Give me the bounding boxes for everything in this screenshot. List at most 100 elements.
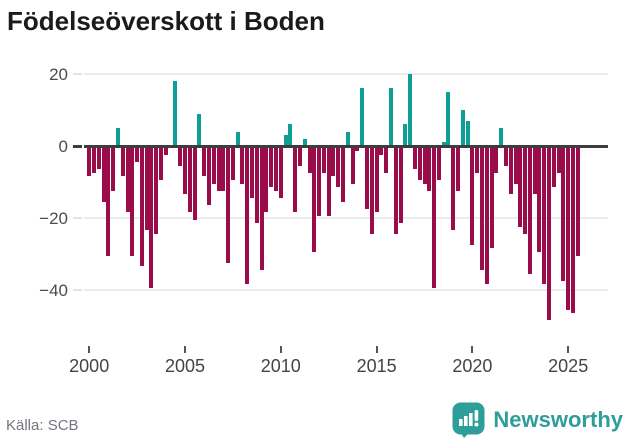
bar-2021Q4 (503, 147, 508, 166)
bar-2002Q4 (139, 147, 144, 267)
bar-2001Q4 (120, 147, 125, 177)
bar-2021Q3 (499, 128, 504, 146)
bar-2020Q1 (470, 147, 475, 245)
bar-2000Q3 (96, 147, 101, 170)
bar-2000Q4 (101, 147, 106, 202)
bar-2019Q1 (451, 147, 456, 231)
y-tick-mark (73, 217, 82, 219)
bar-2015Q4 (388, 88, 393, 146)
bar-2017Q2 (417, 147, 422, 180)
bar-2021Q1 (489, 147, 494, 249)
bar-2006Q2 (206, 147, 211, 206)
bar-2020Q3 (479, 147, 484, 270)
bar-2025Q1 (566, 147, 571, 310)
bar-2015Q3 (384, 147, 389, 173)
bar-2018Q3 (441, 142, 446, 146)
bar-2009Q2 (264, 147, 269, 213)
bar-2016Q1 (393, 147, 398, 234)
y-tick-mark (73, 145, 82, 148)
bar-2003Q3 (154, 147, 159, 234)
bar-2017Q4 (427, 147, 432, 191)
bar-2018Q2 (436, 147, 441, 180)
bar-2014Q4 (369, 147, 374, 234)
bar-2004Q1 (163, 147, 168, 155)
bar-2005Q4 (197, 113, 202, 146)
newsworthy-wordmark: Newsworthy (493, 407, 623, 432)
source-label: Källa: SCB (6, 417, 79, 434)
x-axis-label-2020: 2020 (452, 356, 493, 376)
bar-2015Q2 (379, 147, 384, 155)
x-tick-mark-2000 (88, 346, 91, 353)
gridline-y-40 (84, 289, 608, 291)
bar-2003Q2 (149, 147, 154, 288)
bar-2024Q1 (547, 147, 552, 321)
bar-2017Q1 (412, 147, 417, 170)
bar-2019Q3 (460, 110, 465, 146)
bar-2020Q4 (484, 147, 489, 285)
x-tick-mark-2005 (184, 346, 186, 353)
bar-2013Q2 (341, 147, 346, 202)
bar-2000Q1 (87, 147, 92, 177)
y-axis-label: −40 (39, 281, 68, 300)
x-axis-label-2005: 2005 (164, 356, 206, 376)
bar-2005Q1 (183, 147, 187, 195)
bar-2005Q3 (192, 147, 197, 220)
x-axis-label-2015: 2015 (356, 356, 397, 376)
x-axis-label-2025: 2025 (548, 356, 589, 376)
bar-2012Q4 (331, 147, 336, 177)
bar-2007Q1 (221, 147, 226, 191)
bar-2011Q3 (307, 147, 312, 173)
bar-2016Q4 (408, 74, 413, 146)
bar-2010Q2 (283, 135, 288, 146)
bar-2011Q2 (302, 138, 307, 146)
bar-2025Q2 (570, 147, 575, 314)
y-tick-mark (73, 289, 82, 291)
bar-2014Q1 (355, 147, 360, 152)
bar-2011Q4 (312, 147, 317, 252)
gridline-y20 (84, 73, 608, 75)
bar-2019Q2 (456, 147, 461, 191)
bar-2013Q4 (350, 147, 355, 184)
bar-2001Q2 (111, 147, 116, 191)
bar-2009Q1 (259, 147, 264, 270)
bar-2001Q1 (106, 147, 111, 256)
bar-2003Q4 (159, 147, 164, 180)
bar-2002Q3 (135, 147, 140, 162)
bar-2022Q1 (508, 147, 513, 195)
y-tick-mark (73, 73, 82, 75)
bar-2007Q3 (230, 147, 235, 180)
bar-2009Q4 (274, 147, 278, 191)
bar-2023Q2 (532, 147, 537, 195)
bar-2024Q3 (556, 147, 561, 173)
bar-2022Q2 (513, 147, 518, 184)
bar-2025Q3 (575, 147, 580, 256)
bar-2020Q2 (475, 147, 480, 173)
bar-2012Q3 (326, 147, 331, 216)
x-axis-zero-line (84, 145, 608, 148)
bar-2016Q2 (398, 147, 403, 224)
bar-2011Q1 (297, 147, 302, 166)
bar-2018Q1 (432, 147, 437, 288)
x-tick-mark-2015 (375, 346, 378, 353)
bar-2024Q4 (561, 147, 566, 281)
gridline-y-20 (84, 217, 608, 219)
bar-2019Q4 (465, 120, 470, 146)
chart-title: Födelseöverskott i Boden (7, 6, 325, 36)
bar-2024Q2 (551, 147, 556, 188)
newsworthy-logo[interactable]: Newsworthy (452, 402, 623, 438)
bar-2000Q2 (91, 147, 96, 173)
y-axis-label: 20 (49, 65, 68, 84)
bar-2002Q1 (125, 147, 130, 213)
bar-2005Q2 (187, 147, 192, 213)
x-axis-label-2010: 2010 (260, 356, 301, 376)
bar-2003Q1 (144, 147, 149, 231)
bar-2023Q3 (537, 147, 542, 252)
x-tick-mark-2025 (567, 346, 570, 353)
bar-2007Q4 (235, 131, 240, 146)
bar-2010Q3 (288, 124, 293, 146)
bar-2015Q1 (374, 147, 379, 213)
bar-2008Q4 (254, 147, 259, 224)
bar-2001Q3 (115, 128, 120, 146)
bar-2023Q1 (527, 147, 532, 274)
